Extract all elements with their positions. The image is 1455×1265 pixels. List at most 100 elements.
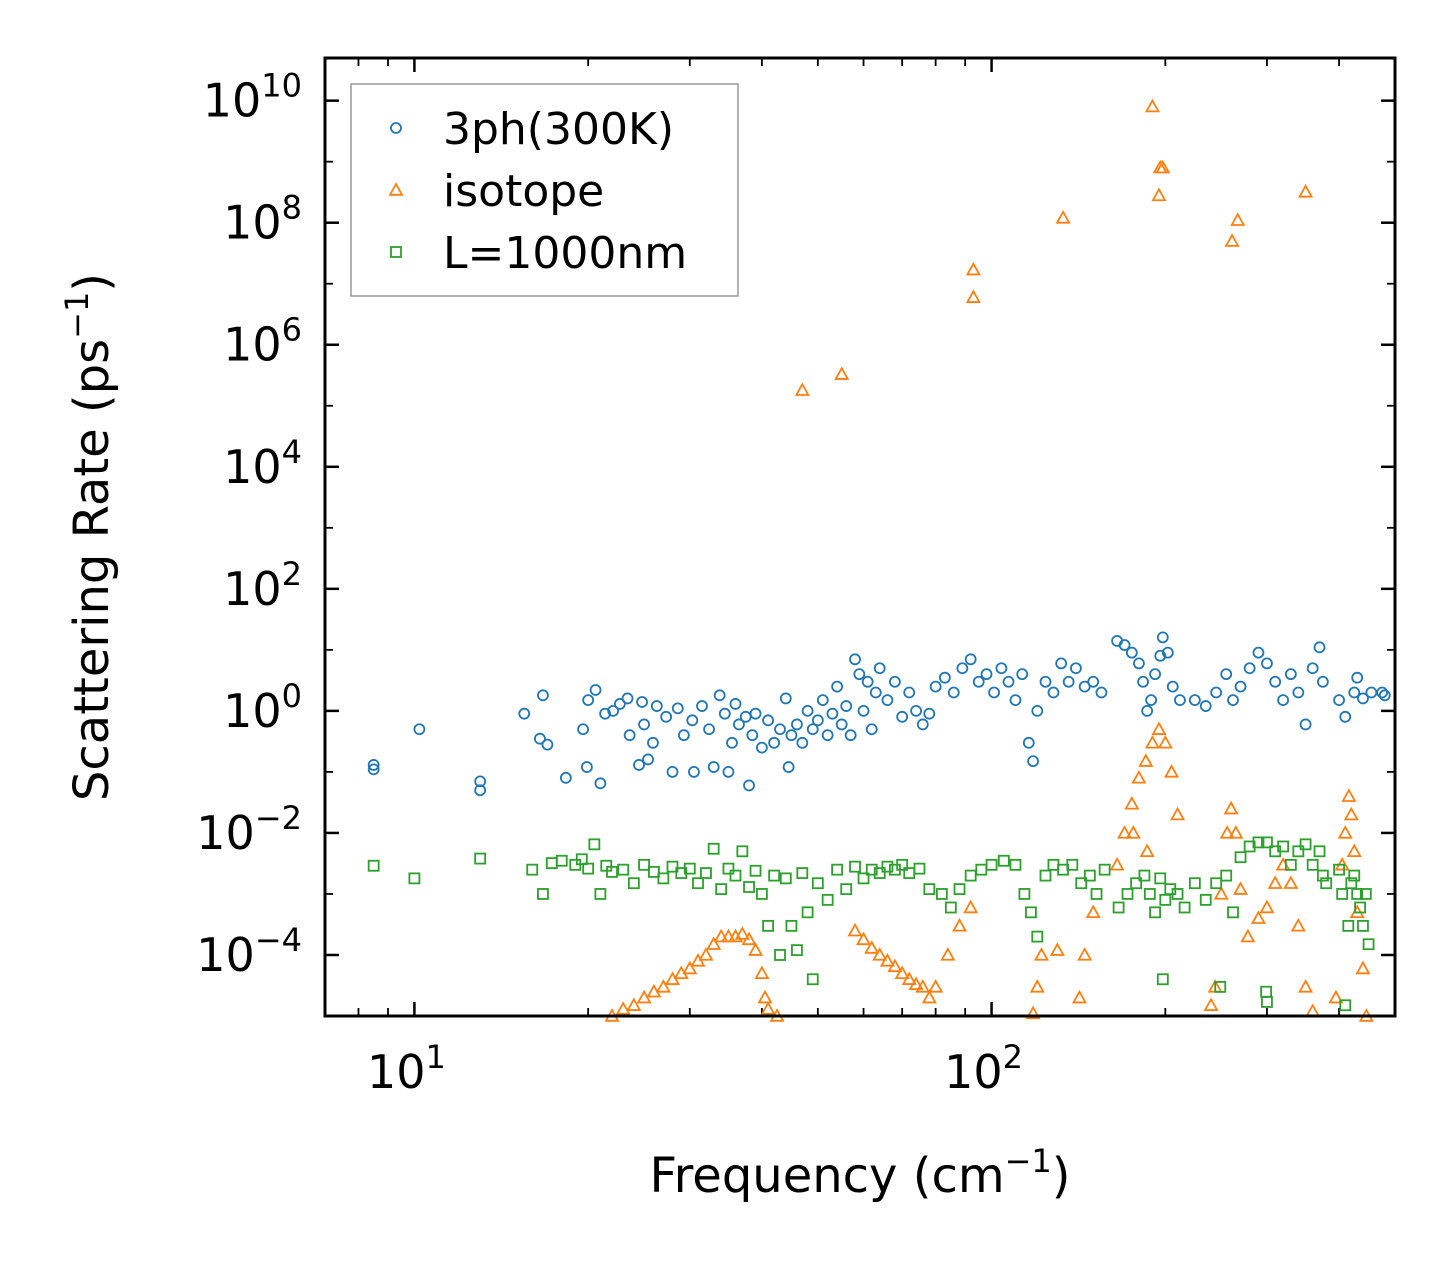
data-point xyxy=(367,859,380,872)
data-point xyxy=(840,700,853,712)
data-point xyxy=(1149,906,1161,919)
data-point xyxy=(1138,869,1151,882)
data-point xyxy=(896,858,909,871)
data-point xyxy=(1277,694,1290,707)
data-point xyxy=(1269,675,1282,688)
data-point xyxy=(1143,888,1156,900)
data-point xyxy=(872,947,888,961)
data-point xyxy=(1090,888,1103,900)
data-point xyxy=(1016,668,1029,681)
data-point xyxy=(1075,877,1088,890)
data-point xyxy=(1299,838,1312,851)
data-point xyxy=(768,736,781,749)
data-point xyxy=(633,759,645,771)
data-point xyxy=(1025,1005,1041,1020)
data-point xyxy=(826,707,839,720)
data-point xyxy=(881,694,894,707)
data-point xyxy=(537,689,549,702)
data-point xyxy=(1137,675,1149,688)
data-point xyxy=(1144,98,1160,113)
data-point xyxy=(1199,893,1212,906)
data-point xyxy=(736,845,749,858)
data-point xyxy=(741,931,757,946)
data-point xyxy=(1214,980,1227,993)
data-point xyxy=(1156,973,1169,986)
data-point xyxy=(1243,662,1256,675)
data-point xyxy=(1163,764,1180,778)
data-point xyxy=(779,692,792,705)
data-point xyxy=(929,680,942,693)
data-point xyxy=(642,753,654,766)
data-point xyxy=(1339,999,1352,1012)
data-point xyxy=(1095,686,1108,699)
data-point xyxy=(588,838,601,851)
data-point xyxy=(1188,877,1201,890)
data-point xyxy=(1267,875,1283,889)
data-point xyxy=(1316,675,1329,688)
data-point xyxy=(972,675,985,688)
data-point xyxy=(526,863,539,876)
data-point xyxy=(1117,825,1133,839)
data-point xyxy=(734,926,750,940)
data-point xyxy=(555,854,568,867)
data-point xyxy=(726,736,738,749)
data-point xyxy=(1284,668,1297,681)
data-point xyxy=(627,877,640,890)
data-point xyxy=(887,958,903,973)
x-tick-label: 102 xyxy=(944,1038,1023,1099)
data-point xyxy=(901,971,917,985)
data-point xyxy=(956,662,969,675)
data-point xyxy=(1077,947,1093,961)
data-point xyxy=(965,261,981,276)
data-point xyxy=(755,741,768,754)
data-point xyxy=(1133,657,1145,670)
data-point xyxy=(1178,901,1191,914)
data-point xyxy=(953,883,966,896)
y-tick-label: 10−2 xyxy=(196,799,302,860)
data-point xyxy=(713,928,729,943)
data-point xyxy=(1055,657,1068,670)
data-point xyxy=(696,700,708,712)
data-point xyxy=(869,686,882,699)
data-point xyxy=(746,729,759,742)
data-point xyxy=(715,883,728,896)
data-point xyxy=(1298,184,1314,198)
data-point xyxy=(1355,960,1371,975)
data-point xyxy=(474,784,487,797)
data-point xyxy=(606,865,618,878)
data-point xyxy=(831,680,844,693)
data-point xyxy=(580,761,593,773)
data-point xyxy=(713,689,726,702)
data-point xyxy=(755,888,768,900)
data-point xyxy=(1348,869,1361,882)
data-point xyxy=(840,883,853,896)
data-point xyxy=(785,919,798,932)
legend-label: L=1000nm xyxy=(443,228,687,279)
data-point xyxy=(589,684,602,696)
data-point xyxy=(582,694,595,707)
data-point xyxy=(1292,845,1305,858)
legend: 3ph(300K) isotope L=1000nm xyxy=(350,83,739,297)
data-point xyxy=(720,928,736,943)
data-point xyxy=(831,863,844,876)
data-point xyxy=(1031,704,1044,717)
data-point xyxy=(1357,919,1369,932)
data-point xyxy=(940,947,956,961)
data-point xyxy=(896,710,909,723)
data-point xyxy=(1341,788,1357,802)
data-point xyxy=(582,862,595,875)
data-point xyxy=(1306,662,1319,675)
data-point xyxy=(617,863,630,876)
data-point xyxy=(861,675,874,688)
data-point xyxy=(1022,736,1035,749)
data-point xyxy=(1261,657,1273,670)
data-point xyxy=(1121,888,1134,900)
data-point xyxy=(1234,851,1247,864)
data-point xyxy=(853,668,866,681)
data-point xyxy=(782,761,795,773)
data-point xyxy=(677,729,690,742)
data-point xyxy=(916,718,929,731)
data-point xyxy=(1283,875,1299,889)
data-point xyxy=(1298,979,1314,993)
data-point xyxy=(1230,212,1246,226)
